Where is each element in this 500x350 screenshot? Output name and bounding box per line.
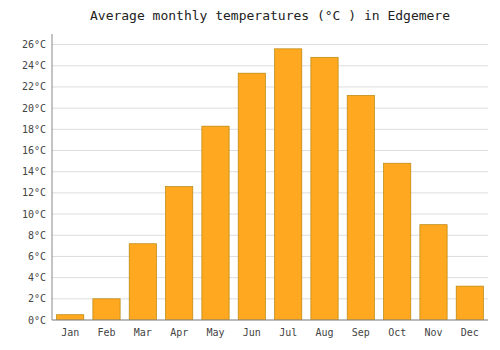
bars	[57, 49, 484, 320]
bar	[420, 225, 447, 320]
y-tick-label: 4°C	[28, 272, 46, 283]
grid-line	[52, 108, 488, 109]
y-tick-label: 26°C	[22, 39, 46, 50]
x-tick-label: Dec	[461, 327, 479, 338]
y-tick-label: 24°C	[22, 60, 46, 71]
x-tick-label: Nov	[424, 327, 442, 338]
y-tick-label: 20°C	[22, 103, 46, 114]
bar	[238, 73, 265, 320]
grid-line	[52, 65, 488, 66]
x-tick-label: May	[206, 327, 224, 338]
grid	[52, 45, 488, 320]
y-tick-label: 2°C	[28, 293, 46, 304]
y-tick-label: 16°C	[22, 145, 46, 156]
x-tick-label: Apr	[170, 327, 188, 338]
bar	[93, 299, 120, 320]
y-tick-label: 14°C	[22, 166, 46, 177]
grid-line	[52, 192, 488, 193]
bar	[129, 244, 156, 320]
grid-line	[52, 150, 488, 151]
x-tick-label: Jun	[243, 327, 261, 338]
y-tick-label: 12°C	[22, 187, 46, 198]
bar	[275, 49, 302, 320]
bar	[456, 286, 483, 320]
bar	[202, 126, 229, 320]
x-tick-label: Jan	[61, 327, 79, 338]
x-tick-label: Aug	[315, 327, 333, 338]
grid-line	[52, 320, 488, 321]
title: Average monthly temperatures (°C ) in Ed…	[90, 8, 450, 23]
grid-line	[52, 86, 488, 87]
x-axis-line	[52, 320, 488, 321]
x-tick-label: Sep	[352, 327, 370, 338]
grid-line	[52, 44, 488, 45]
x-tick-label: Oct	[388, 327, 406, 338]
chart: Average monthly temperatures (°C ) in Ed…	[0, 0, 500, 350]
bar	[347, 95, 374, 320]
y-tick-label: 18°C	[22, 124, 46, 135]
y-axis-line	[52, 34, 53, 320]
chart-container: Average monthly temperatures (°C ) in Ed…	[0, 0, 500, 350]
bar	[166, 187, 193, 320]
x-tick-label: Mar	[134, 327, 152, 338]
y-tick-label: 0°C	[28, 315, 46, 326]
grid-line	[52, 129, 488, 130]
bar	[384, 163, 411, 320]
bar	[57, 315, 84, 320]
bar	[311, 57, 338, 320]
grid-line	[52, 214, 488, 215]
x-tick-label: Jul	[279, 327, 297, 338]
y-tick-label: 22°C	[22, 81, 46, 92]
y-tick-label: 10°C	[22, 209, 46, 220]
x-tick-label: Feb	[97, 327, 115, 338]
grid-line	[52, 171, 488, 172]
y-tick-label: 6°C	[28, 251, 46, 262]
y-tick-label: 8°C	[28, 230, 46, 241]
